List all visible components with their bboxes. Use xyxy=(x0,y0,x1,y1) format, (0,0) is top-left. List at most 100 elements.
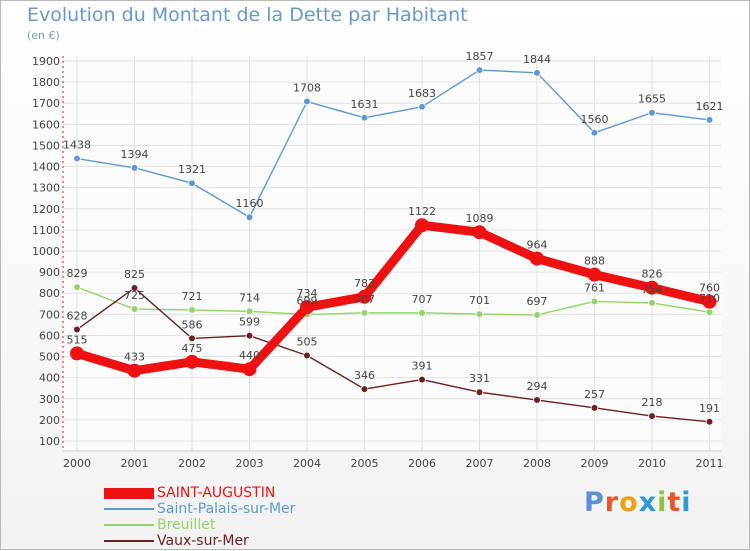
data-point xyxy=(303,97,311,106)
data-label: 218 xyxy=(642,396,663,409)
grid-layer xyxy=(63,56,721,451)
data-label: 1708 xyxy=(293,82,321,95)
data-point xyxy=(648,299,656,307)
data-label: 346 xyxy=(354,369,375,382)
data-point xyxy=(705,417,714,426)
data-label: 1631 xyxy=(351,98,379,111)
x-tick-label: 2007 xyxy=(466,457,494,470)
data-label: 697 xyxy=(527,295,548,308)
data-point xyxy=(472,225,487,240)
data-point xyxy=(360,113,369,122)
logo-letter: o xyxy=(619,487,639,518)
legend-swatch xyxy=(104,508,154,510)
data-point xyxy=(648,412,656,420)
logo-letter: P xyxy=(584,487,605,518)
data-label: 829 xyxy=(67,267,88,280)
data-point xyxy=(705,116,714,124)
legend-label: Breuillet xyxy=(157,517,216,533)
data-label: 826 xyxy=(642,268,663,281)
data-point xyxy=(645,280,659,295)
x-tick-label: 2004 xyxy=(293,457,321,470)
data-label: 734 xyxy=(297,287,318,300)
x-tick-label: 2006 xyxy=(408,457,436,470)
data-point xyxy=(130,284,139,292)
data-label: 294 xyxy=(527,380,548,393)
y-tick-label: 700 xyxy=(39,308,60,321)
data-point xyxy=(127,363,142,378)
data-label: 599 xyxy=(239,316,260,329)
data-label: 1683 xyxy=(408,87,436,100)
data-point xyxy=(188,306,196,314)
data-label: 391 xyxy=(412,360,433,373)
y-tick-label: 1200 xyxy=(32,203,60,216)
data-point xyxy=(590,404,599,412)
data-point xyxy=(245,307,254,316)
data-label: 707 xyxy=(412,293,433,306)
data-point xyxy=(70,346,84,361)
data-label: 825 xyxy=(124,268,145,281)
y-tick-label: 600 xyxy=(39,329,60,342)
data-label: 505 xyxy=(297,336,318,349)
y-tick-label: 200 xyxy=(39,414,60,427)
data-point xyxy=(648,108,656,117)
plot-area xyxy=(63,56,721,451)
chart-subtitle: (en €) xyxy=(27,29,60,42)
data-point xyxy=(702,294,717,309)
data-label: 1160 xyxy=(236,197,264,210)
data-point xyxy=(590,297,599,306)
series-line xyxy=(76,69,711,218)
proxiti-logo: Proxiti xyxy=(584,487,692,518)
data-point xyxy=(533,69,541,77)
series-layer xyxy=(70,66,717,426)
y-tick-label: 300 xyxy=(39,393,60,406)
data-label: 475 xyxy=(182,342,203,355)
data-label: 1394 xyxy=(121,148,149,161)
data-point xyxy=(73,283,81,291)
data-label: 1857 xyxy=(466,50,494,63)
data-point xyxy=(418,103,426,111)
logo-letter: i xyxy=(681,487,692,518)
y-tick-label: 1500 xyxy=(32,139,60,152)
data-label: 725 xyxy=(124,289,145,302)
legend-label: Vaux-sur-Mer xyxy=(157,533,249,549)
data-point xyxy=(245,331,254,340)
series-line xyxy=(72,220,714,376)
y-tick-label: 1800 xyxy=(32,76,60,89)
data-point xyxy=(360,309,369,317)
y-tick-label: 500 xyxy=(39,351,60,364)
y-tick-label: 1000 xyxy=(32,245,60,258)
data-label: 191 xyxy=(699,402,720,415)
data-label: 701 xyxy=(469,294,490,307)
logo-letter: t xyxy=(667,487,682,518)
data-point xyxy=(357,289,372,304)
data-point xyxy=(530,251,544,266)
data-label: 754 xyxy=(642,283,663,296)
data-label: 964 xyxy=(527,239,548,252)
data-label-layer: 1438 1394 1321 1160 1708 1631 1683 1857 1844 1560… xyxy=(63,50,724,415)
data-point xyxy=(188,179,196,188)
data-point xyxy=(533,396,541,404)
data-point xyxy=(533,311,541,319)
data-label: 1655 xyxy=(638,93,666,106)
data-point xyxy=(245,213,254,222)
data-label: 1122 xyxy=(408,205,436,218)
data-label: 710 xyxy=(699,292,720,305)
x-tick-label: 2010 xyxy=(638,457,666,470)
data-point xyxy=(475,388,484,397)
data-label: 760 xyxy=(699,282,720,295)
data-point xyxy=(73,154,81,163)
y-tick-label: 1600 xyxy=(32,118,60,131)
data-point xyxy=(73,325,81,334)
data-label: 888 xyxy=(584,255,605,268)
y-tick-label: 1900 xyxy=(32,55,60,68)
series-line xyxy=(76,286,711,316)
data-label: 1438 xyxy=(63,139,91,152)
data-point xyxy=(475,66,484,74)
data-point xyxy=(590,128,599,137)
data-point xyxy=(188,334,196,343)
logo-letter: r xyxy=(604,487,620,518)
logo-letter: x xyxy=(638,487,658,518)
data-label: 714 xyxy=(239,291,260,304)
